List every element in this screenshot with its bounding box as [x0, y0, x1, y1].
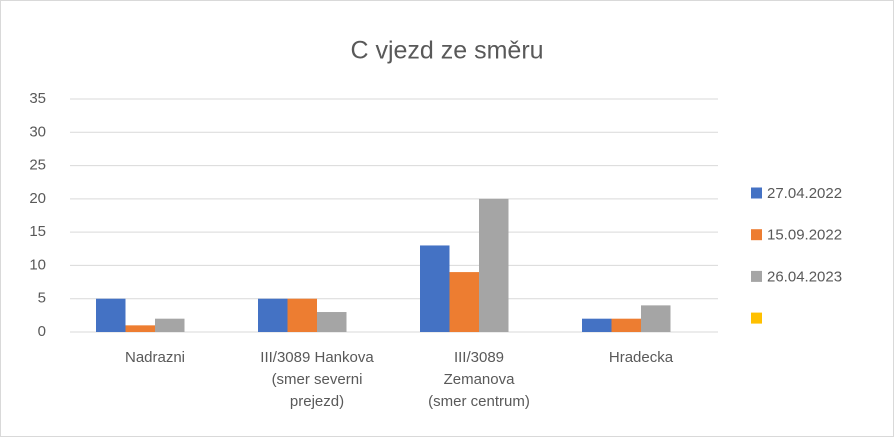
bar — [479, 198, 509, 332]
legend-label: 27.04.2022 — [767, 185, 842, 202]
legend-swatch — [751, 312, 762, 324]
legend-label: 15.09.2022 — [767, 227, 842, 244]
chart-title: C vjezd ze směru — [350, 37, 543, 65]
bar — [641, 305, 671, 332]
bar — [611, 318, 641, 332]
bar — [155, 318, 185, 332]
legend-swatch — [751, 229, 762, 241]
bar — [317, 312, 347, 332]
x-tick-label: Nadrazni — [125, 349, 185, 366]
bar — [582, 318, 612, 332]
x-tick-label: Hradecka — [609, 349, 674, 366]
y-tick-label: 35 — [29, 90, 46, 107]
y-tick-label: 20 — [29, 190, 46, 207]
x-tick-label: III/3089 Hankova (smer severni prejezd) — [260, 349, 374, 410]
bar — [420, 245, 450, 332]
y-tick-label: 0 — [38, 323, 46, 340]
y-tick-label: 5 — [38, 290, 46, 307]
bar — [287, 298, 317, 332]
x-tick-label: III/3089 Zemanova (smer centrum) — [428, 349, 530, 410]
y-tick-label: 10 — [29, 256, 46, 273]
legend-swatch — [751, 187, 762, 199]
y-tick-label: 15 — [29, 223, 46, 240]
legend-label: 26.04.2023 — [767, 268, 842, 285]
bar — [96, 298, 126, 332]
bar — [449, 272, 479, 332]
bar — [125, 325, 155, 332]
bar — [258, 298, 288, 332]
legend-swatch — [751, 270, 762, 282]
y-tick-label: 30 — [29, 123, 46, 140]
y-tick-label: 25 — [29, 157, 46, 174]
